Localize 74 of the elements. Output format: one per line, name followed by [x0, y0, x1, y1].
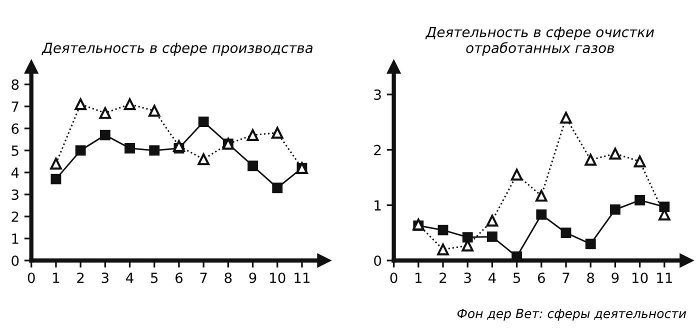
point: [510, 168, 523, 181]
x-tick-label: 6: [538, 272, 545, 284]
point: [486, 214, 498, 227]
x-tick-label: 9: [249, 272, 256, 284]
x-tick-label: 6: [176, 272, 183, 284]
x-tick-label: 7: [200, 272, 207, 283]
point: [585, 238, 596, 250]
point: [560, 228, 572, 238]
x-tick-label: 10: [632, 272, 648, 284]
point: [271, 126, 284, 139]
y-tick-label: 3: [12, 189, 18, 200]
x-tick-label: 8: [224, 272, 232, 284]
y-tick-label: 0: [374, 255, 382, 266]
point: [634, 156, 646, 168]
y-tick-label: 7: [12, 102, 18, 112]
point: [149, 145, 160, 156]
point: [560, 112, 572, 124]
point: [486, 232, 498, 242]
x-tick-label: 11: [294, 272, 310, 283]
y-tick-label: 1: [12, 234, 18, 244]
point: [75, 145, 86, 156]
chart-title: Деятельность в сфере очистки отработанных газов: [425, 26, 654, 56]
x-tick-label: 2: [440, 272, 446, 283]
point: [50, 158, 62, 170]
point: [173, 140, 185, 152]
x-tick-label: 9: [612, 272, 619, 284]
x-tick-label: 11: [657, 272, 672, 283]
x-tick-label: 5: [513, 272, 520, 284]
x-tick-label: 4: [126, 272, 134, 283]
y-tick-label: 5: [12, 146, 18, 156]
y-tick-label: 3: [374, 89, 381, 100]
chart-title: Деятельность в сфере производства: [42, 42, 312, 56]
point: [198, 116, 209, 128]
x-tick-label: 0: [390, 272, 398, 284]
point: [100, 130, 110, 140]
point: [272, 182, 283, 194]
point: [124, 98, 136, 110]
point: [50, 174, 62, 184]
point: [462, 232, 473, 242]
point: [74, 98, 86, 110]
x-tick-label: 1: [53, 272, 60, 283]
point: [634, 194, 646, 206]
point: [536, 209, 547, 220]
x-tick-label: 5: [151, 272, 158, 284]
point: [248, 160, 258, 172]
point: [609, 148, 622, 160]
point: [148, 104, 160, 117]
point: [99, 107, 112, 119]
point: [437, 244, 449, 256]
point: [246, 129, 259, 141]
y-tick-label: 1: [374, 200, 381, 210]
text: Фон дер Вет: сферы деятельности: [457, 308, 686, 321]
x-tick-label: 3: [102, 272, 108, 284]
x-tick-label: 8: [587, 272, 594, 284]
point: [536, 190, 548, 202]
x-tick-label: 4: [488, 272, 496, 283]
x-tick-label: 7: [562, 272, 570, 283]
y-tick-label: 0: [12, 255, 19, 266]
y-tick-label: 6: [12, 123, 19, 134]
x-tick-label: 1: [416, 272, 422, 283]
point: [610, 204, 620, 215]
point: [198, 153, 210, 166]
y-tick-label: 4: [11, 168, 19, 178]
y-tick-label: 2: [374, 144, 381, 156]
x-tick-label: 0: [28, 272, 35, 284]
x-tick-label: 2: [77, 272, 84, 283]
point: [584, 154, 597, 166]
x-tick-label: 3: [464, 272, 471, 284]
y-tick-label: 2: [12, 211, 18, 222]
x-tick-label: 10: [270, 272, 286, 284]
y-tick-label: 8: [12, 79, 19, 90]
point: [124, 143, 135, 154]
point: [659, 202, 670, 212]
point: [438, 224, 448, 236]
